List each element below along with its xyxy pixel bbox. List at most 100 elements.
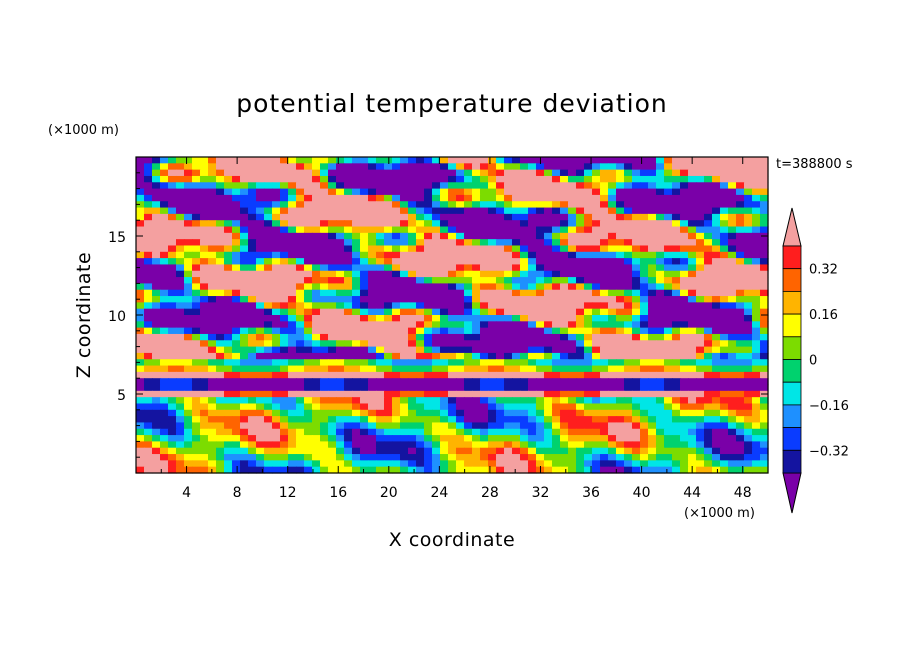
field-cell [352, 213, 361, 221]
field-cell [160, 182, 169, 190]
field-cell [696, 201, 705, 209]
field-cell [608, 390, 617, 398]
field-cell [424, 251, 433, 259]
field-cell [760, 365, 769, 373]
field-cell [328, 346, 337, 354]
field-cell [464, 213, 473, 221]
field-cell [720, 207, 729, 215]
field-cell [424, 213, 433, 221]
field-cell [496, 239, 505, 247]
field-cell [392, 201, 401, 209]
field-cell [456, 296, 465, 303]
field-cell [344, 315, 353, 322]
field-cell [144, 390, 153, 398]
field-cell [600, 188, 609, 196]
field-cell [136, 258, 145, 266]
field-cell [344, 264, 353, 272]
field-cell [368, 340, 377, 348]
field-cell [528, 239, 537, 247]
field-cell [536, 232, 545, 240]
field-cell [584, 175, 593, 183]
field-cell [544, 302, 553, 310]
field-cell [480, 163, 489, 171]
field-cell [288, 163, 297, 171]
field-cell [376, 213, 385, 221]
field-cell [656, 207, 665, 215]
field-cell [600, 378, 609, 386]
field-cell [568, 245, 577, 253]
field-cell [744, 169, 753, 177]
field-cell [256, 315, 265, 322]
field-cell [264, 390, 273, 398]
field-cell [416, 466, 425, 474]
field-cell [600, 390, 609, 398]
field-cell [600, 365, 609, 373]
field-cell [512, 454, 521, 461]
field-cell [328, 157, 337, 164]
field-cell [144, 315, 153, 322]
field-cell [576, 283, 585, 291]
field-cell [416, 371, 425, 379]
field-cell [448, 441, 457, 449]
field-cell [360, 194, 369, 202]
field-cell [184, 340, 193, 348]
field-cell [144, 359, 153, 367]
field-cell [320, 251, 329, 259]
field-cell [288, 239, 297, 247]
field-cell [680, 213, 689, 221]
field-cell [224, 264, 233, 272]
field-cell [488, 245, 497, 253]
field-cell [248, 397, 257, 405]
field-cell [488, 327, 497, 335]
field-cell [216, 435, 225, 442]
field-cell [320, 371, 329, 379]
field-cell [696, 270, 705, 278]
field-cell [192, 302, 201, 310]
field-cell [648, 466, 657, 474]
field-cell [672, 340, 681, 348]
field-cell [488, 409, 497, 417]
field-cell [392, 283, 401, 291]
field-cell [408, 277, 417, 284]
field-cell [248, 441, 257, 449]
field-cell [696, 390, 705, 398]
field-cell [480, 321, 489, 329]
colorbar-tick-label: −0.16 [809, 399, 849, 414]
field-cell [448, 239, 457, 247]
field-cell [272, 194, 281, 202]
field-cell [752, 289, 761, 297]
field-cell [448, 321, 457, 329]
field-cell [152, 201, 161, 209]
field-cell [600, 258, 609, 266]
field-cell [544, 327, 553, 335]
field-cell [560, 277, 569, 284]
field-cell [192, 207, 201, 215]
field-cell [616, 428, 625, 436]
field-cell [328, 283, 337, 291]
field-cell [344, 213, 353, 221]
field-cell [144, 365, 153, 373]
field-cell [688, 460, 697, 468]
field-cell [192, 157, 201, 164]
field-cell [312, 409, 321, 417]
field-cell [280, 283, 289, 291]
field-cell [512, 283, 521, 291]
field-cell [360, 384, 369, 392]
field-cell [168, 340, 177, 348]
field-cell [688, 188, 697, 196]
field-cell [608, 428, 617, 436]
field-cell [648, 201, 657, 209]
field-cell [400, 346, 409, 354]
field-cell [344, 232, 353, 240]
field-cell [576, 416, 585, 424]
field-cell [336, 435, 345, 442]
field-cell [272, 359, 281, 367]
field-cell [560, 182, 569, 190]
field-cell [672, 346, 681, 354]
field-cell [688, 213, 697, 221]
field-cell [304, 213, 313, 221]
field-cell [656, 409, 665, 417]
field-cell [248, 403, 257, 411]
field-cell [552, 245, 561, 253]
field-cell [320, 340, 329, 348]
